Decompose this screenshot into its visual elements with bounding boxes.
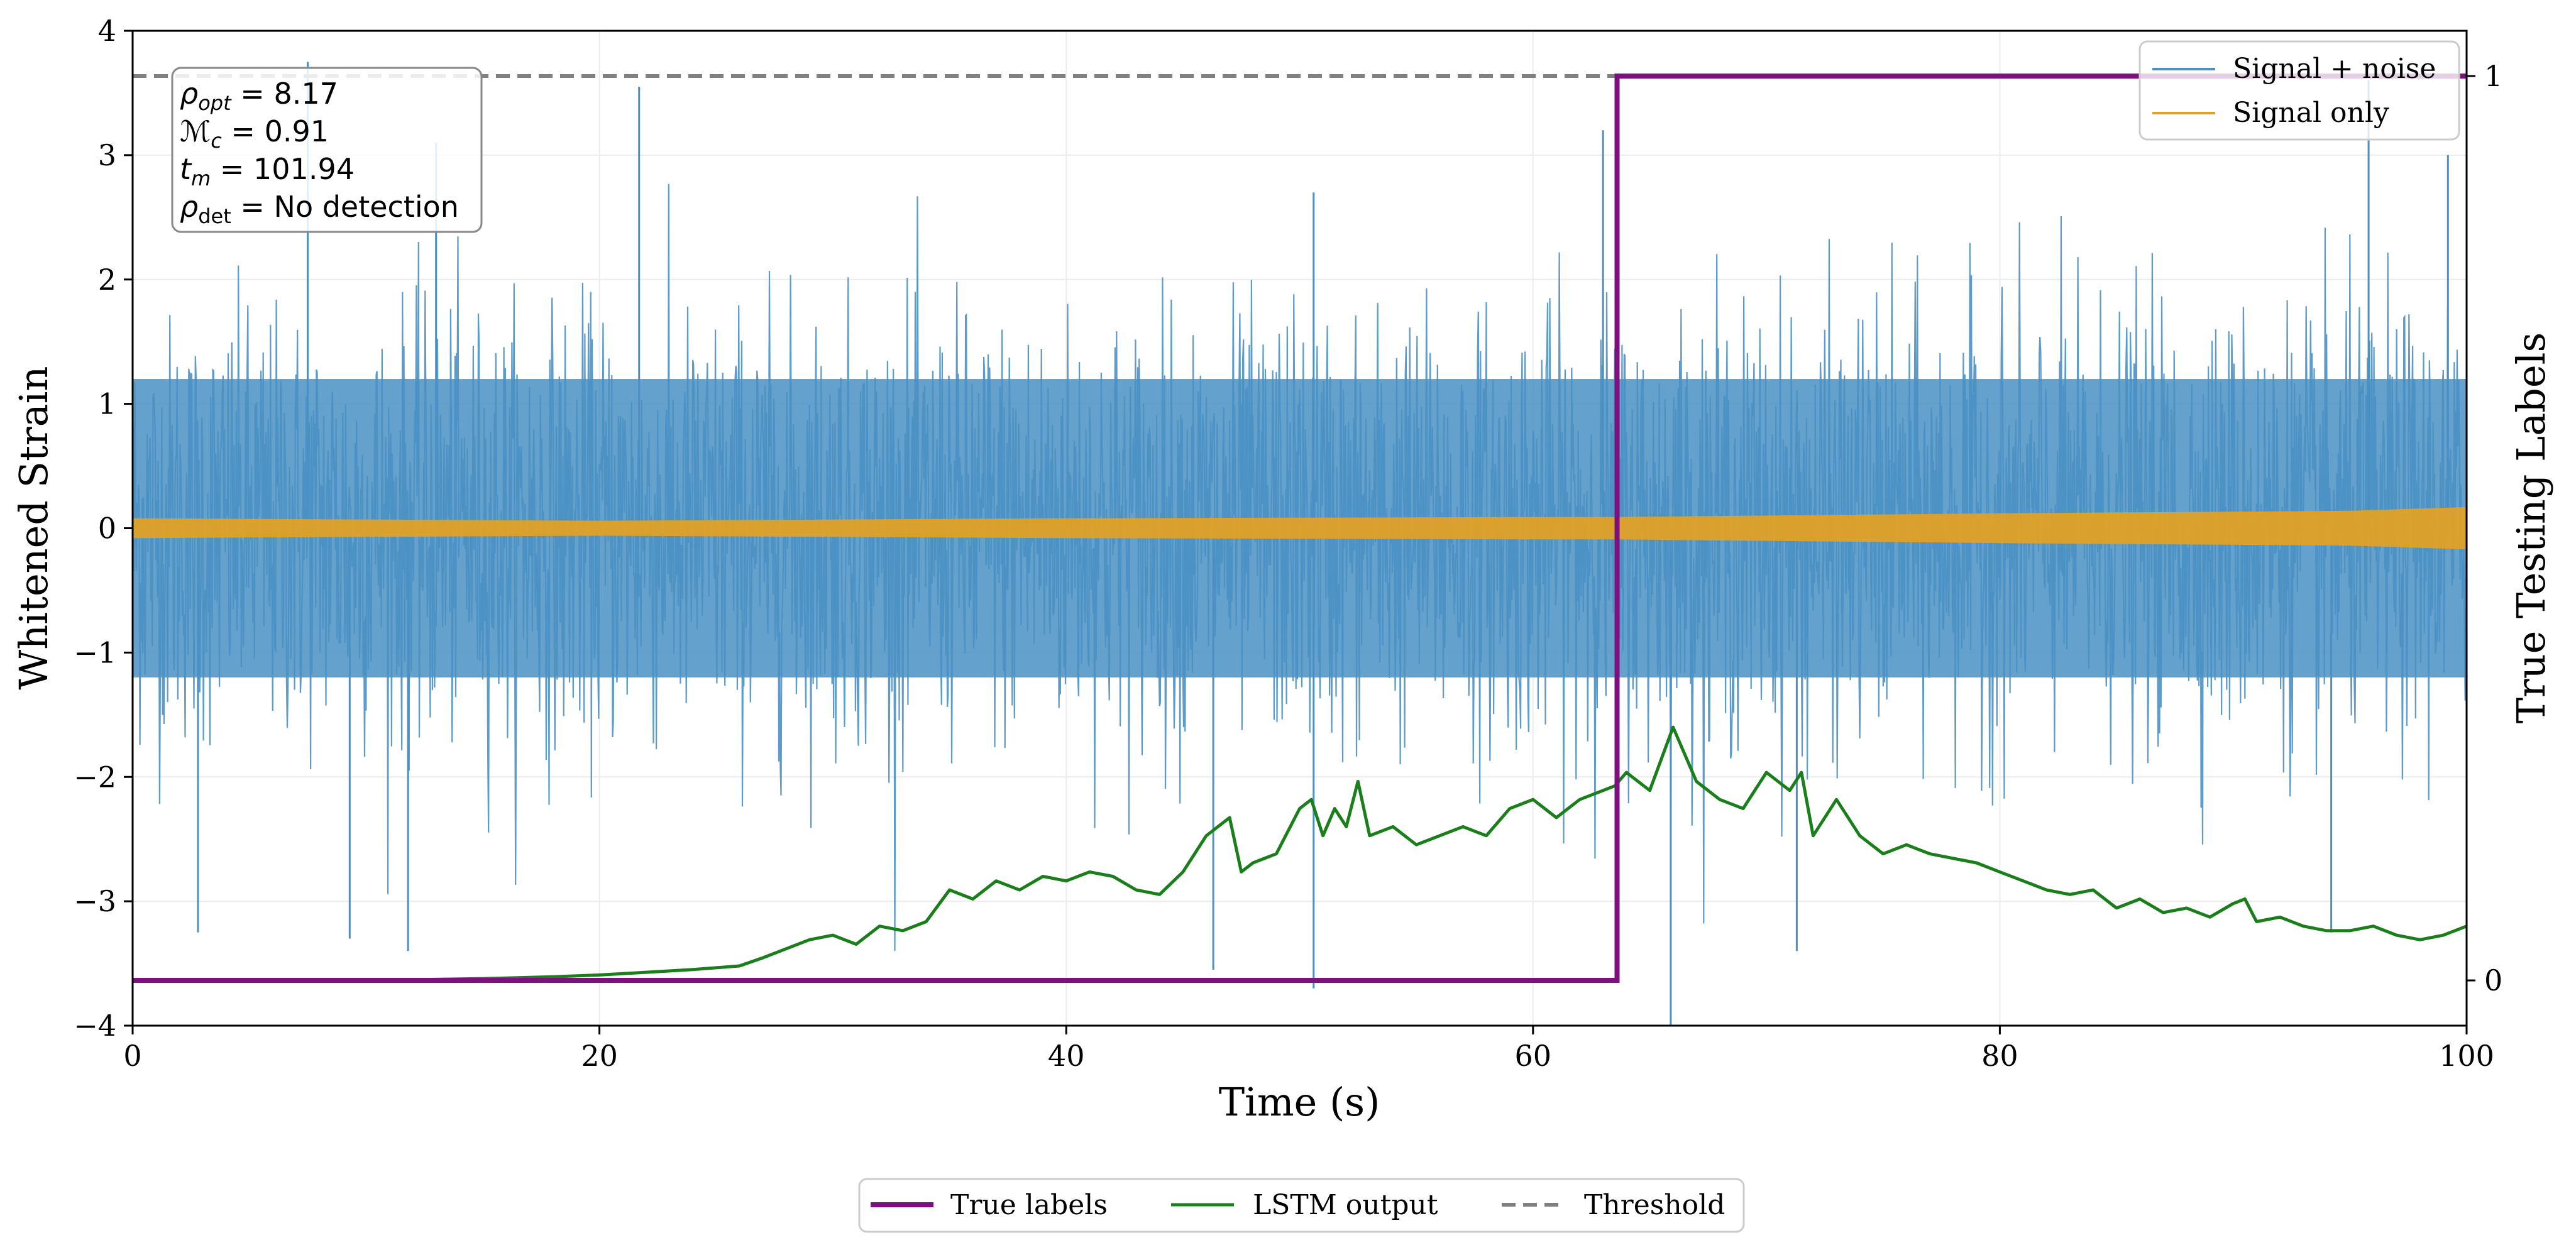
y-left-tick-label: −1	[74, 635, 116, 669]
legend-label-true-labels: True labels	[950, 1189, 1108, 1221]
x-tick-label: 0	[123, 1039, 141, 1073]
y-left-tick-label: 1	[98, 387, 116, 421]
series-lstm-output	[133, 725, 2467, 982]
y-axis-label-right: True Testing Labels	[2508, 332, 2554, 724]
legend-bottom-frame	[858, 1178, 1745, 1233]
y-left-tick-label: 4	[98, 14, 116, 48]
series-true-labels	[133, 74, 2467, 983]
annotation-frame	[171, 67, 483, 233]
y-left-tick-label: −4	[74, 1009, 116, 1043]
annotation-rho-opt: ρopt = 8.17	[180, 77, 338, 115]
annotation-merger-time: tm = 101.94	[180, 152, 355, 190]
y-left-tick-label: −2	[74, 760, 116, 794]
y-right-tick-label: 1	[2484, 59, 2502, 93]
legend-label-threshold: Threshold	[1584, 1189, 1725, 1221]
y-left-tick-label: 0	[98, 512, 116, 546]
x-tick-label: 40	[1048, 1039, 1085, 1073]
x-tick-label: 20	[581, 1039, 618, 1073]
legend-label-signal-noise: Signal + noise	[2233, 53, 2436, 85]
annotation-rho-det: ρdet = No detection	[180, 190, 459, 228]
legend-top: Signal + noise Signal only	[2138, 40, 2460, 141]
x-tick-label: 60	[1515, 1039, 1552, 1073]
legend-bottom: True labels LSTM output Threshold	[858, 1178, 1745, 1233]
y-left-tick-label: 2	[98, 263, 116, 297]
y-left-tick-label: 3	[98, 138, 116, 172]
y-axis-label-left: Whitened Strain	[11, 366, 57, 690]
series-signal-only	[133, 507, 2467, 550]
parameter-annotation-box: ρopt = 8.17 ℳc = 0.91 tm = 101.94 ρdet =…	[171, 67, 483, 233]
legend-top-frame	[2138, 40, 2460, 141]
legend-label-lstm-output: LSTM output	[1253, 1189, 1438, 1221]
legend-label-signal-only: Signal only	[2233, 97, 2389, 129]
x-tick-label: 100	[2439, 1039, 2494, 1073]
annotation-chirp-mass: ℳc = 0.91	[180, 114, 329, 153]
y-right-tick-label: 0	[2484, 963, 2502, 997]
x-axis-label: Time (s)	[1219, 1079, 1380, 1125]
x-tick-label: 80	[1981, 1039, 2018, 1073]
y-left-tick-label: −3	[74, 884, 116, 918]
